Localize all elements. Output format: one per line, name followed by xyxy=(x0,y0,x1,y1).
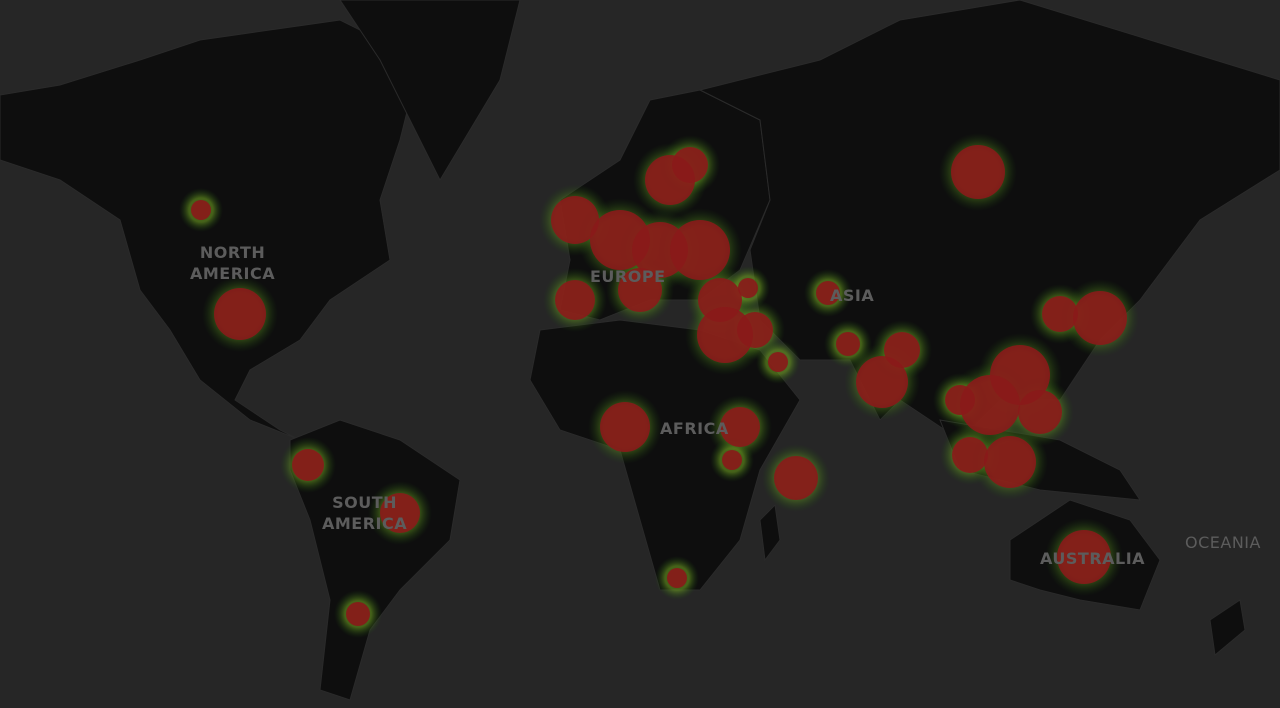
hotspot[interactable] xyxy=(836,332,860,356)
hotspot[interactable] xyxy=(672,147,708,183)
hotspot[interactable] xyxy=(720,407,760,447)
hotspot[interactable] xyxy=(737,312,773,348)
hotspot[interactable] xyxy=(952,437,988,473)
hotspot[interactable] xyxy=(856,356,908,408)
hotspot[interactable] xyxy=(670,220,730,280)
hotspot[interactable] xyxy=(774,456,818,500)
hotspot[interactable] xyxy=(951,145,1005,199)
hotspot[interactable] xyxy=(292,449,324,481)
land-greenland xyxy=(339,0,521,182)
hotspot[interactable] xyxy=(1057,530,1111,584)
label-europe: EUROPE xyxy=(590,267,666,286)
hotspot[interactable] xyxy=(984,436,1036,488)
hotspot[interactable] xyxy=(945,385,975,415)
label-australia: AUSTRALIA xyxy=(1040,549,1146,568)
hotspot[interactable] xyxy=(551,196,599,244)
hotspot[interactable] xyxy=(884,332,920,368)
hotspot[interactable] xyxy=(768,352,788,372)
hotspot[interactable] xyxy=(346,602,370,626)
label-oceania: OCEANIA xyxy=(1185,533,1261,552)
hotspot[interactable] xyxy=(1018,390,1062,434)
hotspots xyxy=(179,133,1139,638)
hotspot[interactable] xyxy=(960,375,1020,435)
hotspot[interactable] xyxy=(214,288,266,340)
hotspot[interactable] xyxy=(722,450,742,470)
land-madagascar xyxy=(759,503,781,562)
hotspot[interactable] xyxy=(618,268,662,312)
hotspot[interactable] xyxy=(380,493,420,533)
hotspot[interactable] xyxy=(1042,296,1078,332)
label-africa: AFRICA xyxy=(660,419,729,438)
hotspot[interactable] xyxy=(738,278,758,298)
label-south-america: SOUTH AMERICA xyxy=(322,493,408,533)
hotspot[interactable] xyxy=(1073,291,1127,345)
label-north-america: NORTH AMERICA xyxy=(190,243,276,283)
land-new-zealand xyxy=(1209,599,1246,656)
hotspot[interactable] xyxy=(697,307,753,363)
hotspot[interactable] xyxy=(667,568,687,588)
hotspot[interactable] xyxy=(600,402,650,452)
hotspot[interactable] xyxy=(816,281,840,305)
hotspot[interactable] xyxy=(555,280,595,320)
label-asia: ASIA xyxy=(830,286,875,305)
hotspot[interactable] xyxy=(191,200,211,220)
